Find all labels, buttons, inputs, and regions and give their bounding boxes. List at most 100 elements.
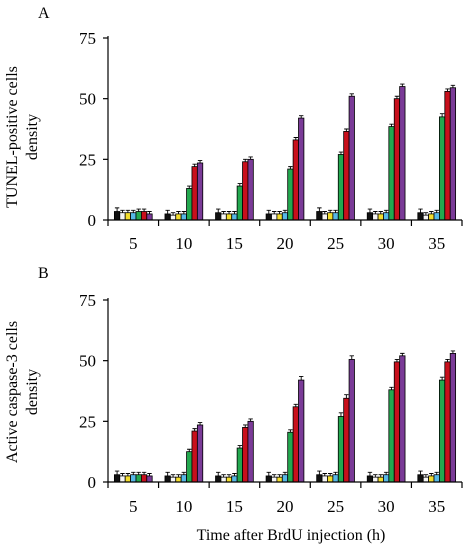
panel-b-bar-s2-t35 [422,476,430,483]
panel-a-error-bar-s1-t20 [266,209,271,214]
panel-a-error-bar-s6-t15 [243,158,248,162]
panel-a-error-bar-s3-t5 [125,209,131,213]
panel-b-error-bar-s7-t35 [450,350,456,354]
panel-a-error-bar-s2-t15 [221,211,226,214]
panel-b-error-bar-s6-t5 [141,471,147,475]
panel-b-error-bar-s1-t5 [114,470,120,475]
panel-b-bar-s2-t15 [220,476,227,483]
panel-a-bar-s6-t25 [343,131,350,221]
panel-b-bar-s2-t5 [119,475,126,483]
panel-b-error-bar-s3-t15 [226,474,232,478]
panel-a-label: A [38,5,50,22]
panel-b-bar-s1-t10 [164,475,171,483]
panel-a-error-bar-s3-t10 [176,211,181,214]
panel-a-x-tick-label-25: 25 [327,234,344,253]
panel-b-bar-s1-t35 [417,474,424,483]
panel-a-bar-s6-t15 [242,161,249,221]
panel-a-bar-s2-t5 [119,212,126,221]
panel-b-y-tick-label-0: 0 [88,473,97,492]
panel-b-bar-s4-t25 [332,474,339,483]
panel-b-bar-s6-t20 [292,406,299,483]
panel-b-x-tick-label-10: 10 [175,497,192,516]
panel-a-bar-s2-t20 [271,213,278,221]
panel-b-error-bar-s5-t20 [288,429,293,433]
panel-b-bar-s5-t30 [388,389,395,483]
panel-a-bar-s6-t10 [191,166,198,221]
panel-a-error-bar-s5-t20 [288,166,293,170]
panel-a-error-bar-s2-t35 [423,212,429,216]
panel-a-bar-s3-t30 [377,213,384,221]
panel-a-y-tick-label-0: 0 [88,211,97,230]
panel-a-error-bar-s6-t20 [293,137,298,140]
panel-a-error-bar-s3-t15 [226,211,232,214]
panel-a-bar-s3-t5 [124,212,131,221]
panel-a-bar-s1-t35 [417,212,424,221]
panel-a-error-bar-s7-t35 [450,84,456,88]
panel-b-error-bar-s2-t5 [120,473,125,476]
panel-a-error-bar-s4-t35 [434,209,439,213]
panel-a-error-bar-s6-t30 [394,95,400,99]
panel-a-error-bar-s6-t25 [344,128,349,132]
panel-b-x-tick-label-15: 15 [226,497,243,516]
panel-b-x-axis-label: Time after BrdU injection (h) [197,527,386,544]
panel-a-x-tick-label-30: 30 [378,234,395,253]
panel-b-error-bar-s6-t30 [394,359,400,362]
panel-a-error-bar-s3-t35 [429,211,434,214]
panel-b-error-bar-s7-t15 [248,418,253,422]
panel-a-error-bar-s1-t10 [165,209,170,214]
panel-a-error-bar-s2-t10 [170,212,176,216]
panel-a-x-tick-label-15: 15 [226,234,243,253]
panel-b-error-bar-s2-t10 [170,474,176,478]
panel-b-error-bar-s7-t20 [299,375,304,381]
panel-b-error-bar-s6-t15 [243,424,248,428]
panel-b-y-tick-label-75: 75 [79,291,96,310]
panel-b-error-bar-s1-t30 [367,471,373,476]
panel-b-y-axis-label-line-2: density [24,369,41,415]
panel-b-y-tick-label-50: 50 [79,352,96,371]
panel-a-bar-s3-t10 [175,213,182,221]
panel-a-bar-s4-t20 [281,212,289,221]
panel-a-error-bar-s3-t25 [327,209,333,213]
panel-b-error-bar-s6-t25 [344,394,349,399]
panel-b-bar-s6-t15 [242,426,249,483]
panel-b-error-bar-s2-t25 [322,473,327,476]
panel-b-error-bar-s4-t10 [181,471,187,475]
panel-a-bar-s2-t35 [422,214,430,221]
panel-a-error-bar-s3-t30 [378,211,383,214]
panel-b-x-tick-label-25: 25 [327,497,344,516]
panel-a-x-tick-label-5: 5 [129,234,138,253]
panel-b-error-bar-s3-t20 [277,474,282,478]
panel-b-bar-s5-t20 [287,431,294,483]
panel-a-bar-s7-t35 [449,87,457,221]
panel-b-error-bar-s1-t35 [418,470,423,475]
panel-a-bar-s1-t30 [366,212,374,221]
panel-b-error-bar-s1-t20 [266,471,271,476]
panel-a-bar-s7-t5 [146,213,153,221]
panel-b-error-bar-s2-t30 [373,474,378,478]
panel-b-bar-s6-t25 [343,397,350,483]
panel-b-bar-s7-t35 [449,352,457,483]
panel-a-bar-s6-t5 [140,211,148,221]
panel-a-error-bar-s7-t10 [197,160,203,163]
panel-b-bar-s4-t20 [281,474,289,483]
panel-a-error-bar-s1-t5 [114,207,120,212]
panel-a-error-bar-s4-t5 [131,209,136,213]
panel-b-error-bar-s4-t35 [434,471,439,475]
panel-a-bar-s4-t30 [383,212,390,221]
panel-b-bar-s2-t10 [169,476,177,483]
panel-b-error-bar-s5-t5 [136,471,141,475]
panel-b-error-bar-s3-t35 [429,473,434,476]
panel-b-error-bar-s7-t5 [147,473,152,476]
panel-b-error-bar-s3-t5 [125,473,131,476]
panel-b-error-bar-s3-t25 [327,473,333,476]
panel-a-error-bar-s2-t20 [272,211,277,214]
panel-b-bar-s7-t10 [196,424,204,483]
panel-b-error-bar-s7-t30 [400,352,405,356]
panel-b-error-bar-s5-t35 [439,376,445,381]
panel-a-bar-s7-t30 [399,86,406,221]
panel-b-bar-s6-t30 [393,361,401,483]
panel-a-error-bar-s5-t15 [237,183,243,187]
panel-a-error-bar-s7-t20 [299,115,304,119]
panel-b-bar-s3-t5 [124,475,131,483]
panel-b-bar-s2-t20 [271,476,278,483]
